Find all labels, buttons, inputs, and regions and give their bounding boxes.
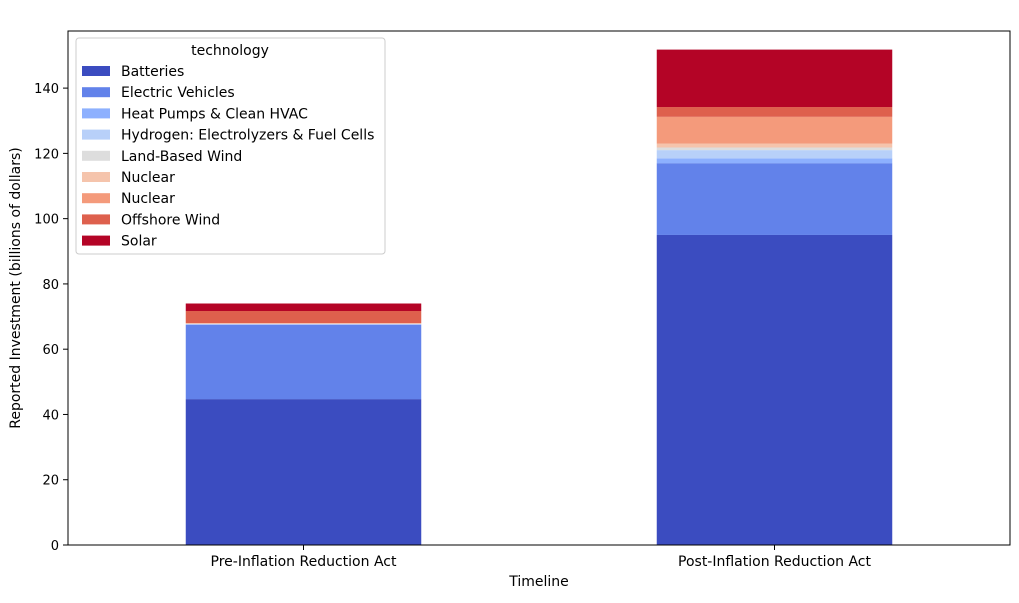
bar-segment-1-3 (657, 150, 893, 158)
bar-segment-1-2 (657, 158, 893, 163)
bar-segment-0-1 (186, 325, 422, 399)
y-tick-label-3: 60 (42, 343, 59, 358)
y-tick-label-2: 40 (42, 408, 59, 423)
bar-segment-1-8 (657, 50, 893, 107)
legend-swatch-1 (82, 87, 110, 97)
legend-label-0: Batteries (121, 64, 184, 80)
bar-segment-1-6 (657, 117, 893, 144)
y-tick-label-4: 80 (42, 278, 59, 293)
legend: technology Batteries Electric Vehicles Hea… (76, 38, 385, 254)
legend-swatch-8 (82, 236, 110, 246)
legend-label-8: Solar (121, 234, 157, 250)
legend-swatch-7 (82, 214, 110, 224)
bar-segment-0-8 (186, 304, 422, 312)
legend-swatch-6 (82, 193, 110, 203)
x-tick-label-1: Post-Inflation Reduction Act (678, 554, 871, 570)
bar-segment-1-5 (657, 144, 893, 148)
legend-label-2: Heat Pumps & Clean HVAC (121, 106, 308, 122)
legend-swatch-4 (82, 151, 110, 161)
legend-swatch-5 (82, 172, 110, 182)
y-tick-label-1: 20 (42, 474, 59, 489)
bar-segment-1-1 (657, 163, 893, 235)
y-tick-label-0: 0 (51, 539, 59, 554)
bar-segment-1-0 (657, 235, 893, 545)
legend-label-5: Nuclear (121, 170, 175, 186)
y-tick-label-6: 120 (34, 147, 59, 162)
legend-label-4: Land-Based Wind (121, 149, 242, 165)
y-tick-label-7: 140 (34, 82, 59, 97)
legend-label-7: Offshore Wind (121, 212, 220, 228)
bar-segment-1-7 (657, 107, 893, 117)
y-axis-label: Reported Investment (billions of dollars… (8, 147, 24, 428)
legend-swatch-3 (82, 130, 110, 140)
legend-swatch-2 (82, 108, 110, 118)
bar-segment-0-7 (186, 311, 422, 323)
bar-segment-1-4 (657, 148, 893, 151)
legend-label-3: Hydrogen: Electrolyzers & Fuel Cells (121, 128, 374, 144)
y-tick-label-5: 100 (34, 213, 59, 228)
legend-label-6: Nuclear (121, 191, 175, 207)
x-tick-label-0: Pre-Inflation Reduction Act (211, 554, 397, 570)
bar-segment-0-0 (186, 399, 422, 545)
x-axis-label: Timeline (508, 574, 569, 590)
legend-label-1: Electric Vehicles (121, 85, 235, 101)
legend-title: technology (191, 43, 269, 59)
legend-swatch-0 (82, 66, 110, 76)
